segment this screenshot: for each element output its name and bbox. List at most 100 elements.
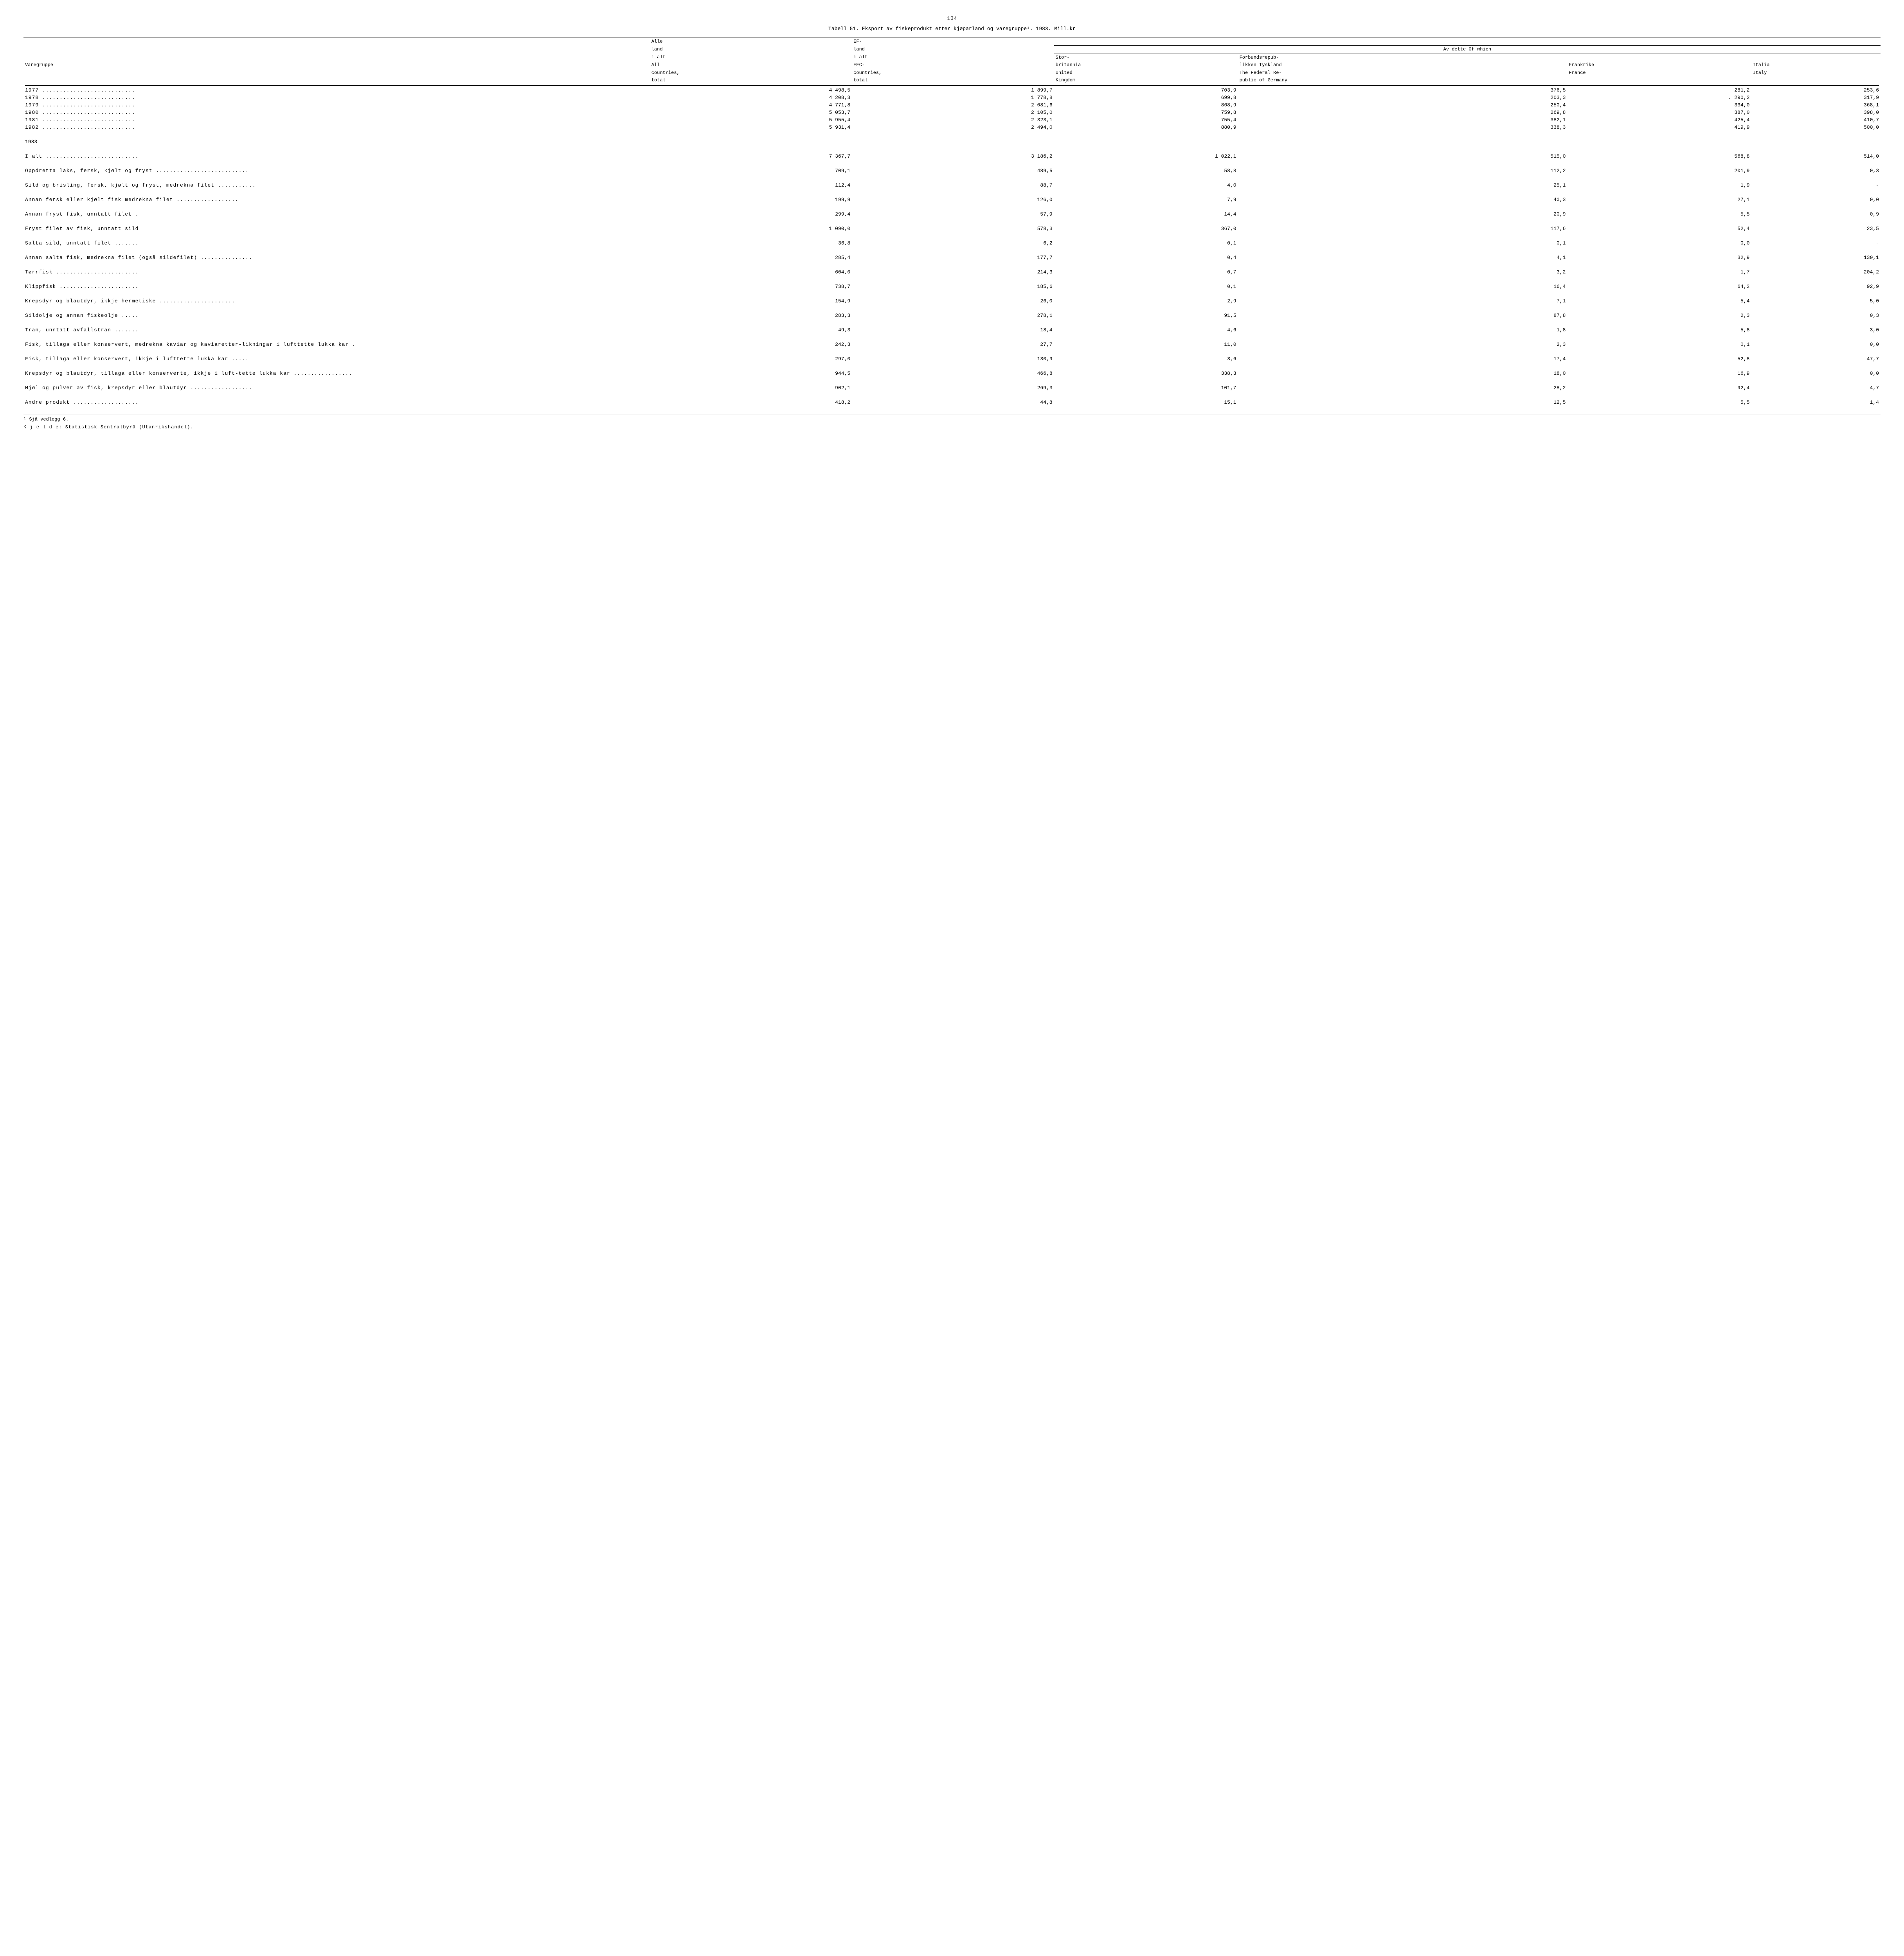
year-row: 1980 ...........................5 053,72… [23,109,1881,116]
product-label: Mjøl og pulver av fisk, krepsdyr eller b… [23,384,650,392]
product-cell: 283,3 [650,312,852,319]
year-cell: 368,1 [1751,101,1881,109]
hdr-ef-l4: EEC- [852,61,1054,69]
hdr-de-l2: likken Tyskland [1238,61,1567,69]
product-label: Salta sild, unntatt filet ....... [23,239,650,247]
year-cell: 269,8 [1238,109,1567,116]
product-cell: 5,4 [1567,297,1751,305]
year-cell: 880,9 [1054,124,1238,131]
product-row: Andre produkt ...................418,244… [23,399,1881,406]
page-number: 134 [23,16,1881,22]
product-row: Salta sild, unntatt filet .......36,86,2… [23,239,1881,247]
product-cell: 47,7 [1751,355,1881,363]
year-cell: 398,0 [1751,109,1881,116]
year-row: 1979 ...........................4 771,82… [23,101,1881,109]
product-cell: 902,1 [650,384,852,392]
product-cell: 0,3 [1751,167,1881,174]
hdr-ef-l3: i alt [852,54,1054,61]
product-cell: 0,9 [1751,210,1881,218]
product-cell: 738,7 [650,283,852,290]
hdr-alle-l1: Alle [650,38,852,46]
product-cell: 709,1 [650,167,852,174]
year-cell: 703,9 [1054,86,1238,94]
product-cell: 4,7 [1751,384,1881,392]
product-label: Fisk, tillaga eller konservert, ikkje i … [23,355,650,363]
product-cell: 1,4 [1751,399,1881,406]
year-cell: 699,8 [1054,94,1238,101]
hdr-de-l1: Forbundsrepub- [1238,54,1567,61]
hdr-uk-l3: United [1054,69,1238,77]
product-cell: 269,3 [852,384,1054,392]
product-cell: 1,9 [1567,182,1751,189]
year-cell: 2 323,1 [852,116,1054,124]
source-line: K j e l d e: Statistisk Sentralbyrå (Uta… [23,424,1881,430]
product-cell: 52,4 [1567,225,1751,232]
product-cell: 101,7 [1054,384,1238,392]
year-cell: 1 899,7 [852,86,1054,94]
export-table: Alle EF- land land Av dette Of which i a… [23,38,1881,413]
product-cell: 14,4 [1054,210,1238,218]
product-row: Sildolje og annan fiskeolje .....283,327… [23,312,1881,319]
product-cell: - [1751,182,1881,189]
product-cell: 338,3 [1054,370,1238,377]
year-cell: 317,9 [1751,94,1881,101]
section-1983: 1983 [23,138,650,146]
product-cell: 27,1 [1567,196,1751,203]
hdr-ef-l6: total [852,77,1054,84]
product-label: Sild og brisling, fersk, kjølt og fryst,… [23,182,650,189]
product-cell: 154,9 [650,297,852,305]
product-cell: 11,0 [1054,341,1238,348]
product-cell: 578,3 [852,225,1054,232]
hdr-fr-l1: Frankrike [1567,61,1751,69]
hdr-ofwhich: Av dette Of which [1054,46,1881,54]
product-cell: 0,1 [1567,341,1751,348]
year-row: 1978 ...........................4 208,31… [23,94,1881,101]
year-row: 1982 ...........................5 931,42… [23,124,1881,131]
product-cell: 91,5 [1054,312,1238,319]
total-v4: 568,8 [1567,153,1751,160]
hdr-fr-l2: France [1567,69,1751,77]
product-cell: 28,2 [1238,384,1567,392]
hdr-alle-l2: land [650,46,852,54]
total-v5: 514,0 [1751,153,1881,160]
product-cell: 944,5 [650,370,852,377]
hdr-uk-l4: Kingdom [1054,77,1238,84]
hdr-it-l1: Italia [1751,61,1881,69]
product-cell: 4,1 [1238,254,1567,261]
year-cell: 500,0 [1751,124,1881,131]
product-cell: 58,8 [1054,167,1238,174]
year-cell: 281,2 [1567,86,1751,94]
hdr-ef-l2: land [852,46,1054,54]
total-v2: 1 022,1 [1054,153,1238,160]
product-cell: 57,9 [852,210,1054,218]
product-row: Annan fryst fisk, unntatt filet .299,457… [23,210,1881,218]
product-cell: 26,0 [852,297,1054,305]
product-cell: 5,5 [1567,210,1751,218]
year-row: 1981 ...........................5 955,42… [23,116,1881,124]
product-cell: 299,4 [650,210,852,218]
product-cell: 18,4 [852,326,1054,334]
product-cell: 199,9 [650,196,852,203]
product-cell: 18,0 [1238,370,1567,377]
product-label: Andre produkt ................... [23,399,650,406]
footnote: ¹ Sjå vedlegg 6. [23,415,1881,422]
product-cell: 92,9 [1751,283,1881,290]
hdr-varegruppe: Varegruppe [23,61,650,69]
product-cell: 16,9 [1567,370,1751,377]
product-cell: 489,5 [852,167,1054,174]
product-cell: 87,8 [1238,312,1567,319]
product-cell: 130,9 [852,355,1054,363]
year-row: 1977 ...........................4 498,51… [23,86,1881,94]
product-cell: 27,7 [852,341,1054,348]
year-cell: 410,7 [1751,116,1881,124]
year-label: 1979 ........................... [23,101,650,109]
year-cell: 382,1 [1238,116,1567,124]
year-cell: 338,3 [1238,124,1567,131]
year-label: 1981 ........................... [23,116,650,124]
product-cell: 23,5 [1751,225,1881,232]
product-cell: 5,0 [1751,297,1881,305]
product-label: Fryst filet av fisk, unntatt sild [23,225,650,232]
product-label: Krepsdyr og blautdyr, tillaga eller kons… [23,370,650,377]
product-cell: 40,3 [1238,196,1567,203]
year-cell: 2 494,0 [852,124,1054,131]
